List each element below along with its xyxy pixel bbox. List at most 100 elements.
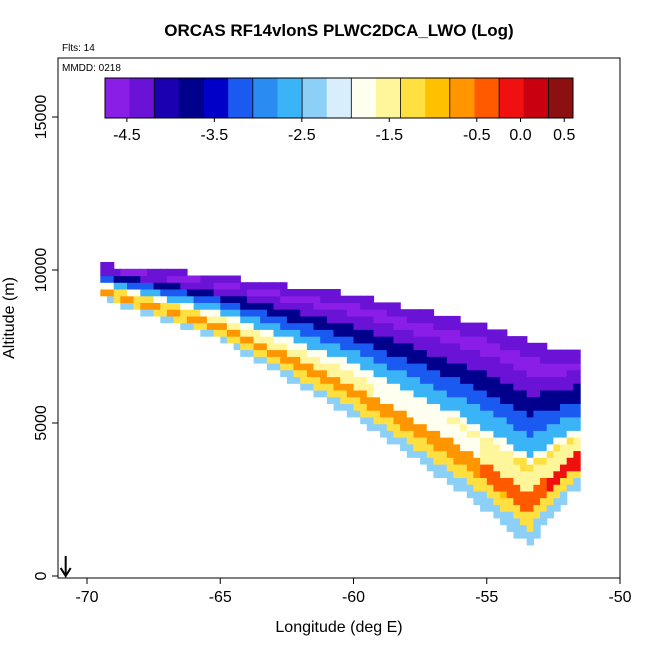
field-cell [233, 336, 241, 344]
field-cell [500, 416, 508, 425]
field-cell [473, 450, 481, 458]
field-cell [333, 289, 341, 297]
field-cell [473, 336, 481, 344]
field-cell [513, 531, 521, 539]
field-cell [306, 315, 315, 324]
field-cell [326, 322, 335, 330]
field-cell [360, 396, 368, 404]
field-cell [566, 383, 574, 391]
field-cell [573, 477, 581, 485]
field-cell [246, 315, 255, 324]
field-cell [140, 289, 148, 297]
field-cell [560, 470, 568, 478]
field-cell [566, 464, 574, 472]
field-cell [346, 376, 355, 384]
field-cell [353, 302, 361, 310]
field-cell [333, 383, 341, 391]
field-cell [453, 315, 461, 324]
field-cell [573, 349, 581, 357]
field-cell [320, 383, 328, 391]
field-cell [533, 490, 541, 499]
field-cell [493, 450, 501, 458]
field-cell [206, 322, 215, 330]
field-cell [466, 484, 475, 492]
field-cell [566, 484, 574, 492]
field-cell [500, 423, 508, 431]
field-cell [553, 437, 561, 445]
field-cell [186, 295, 195, 303]
field-cell [420, 322, 428, 330]
field-cell [513, 342, 521, 351]
field-cell [513, 450, 521, 458]
field-cell [560, 497, 568, 505]
field-cell [173, 289, 181, 297]
field-cell [266, 289, 275, 297]
field-cell [513, 356, 521, 364]
plot-frame [57, 57, 621, 579]
field-cell [393, 390, 401, 398]
field-cell [520, 470, 528, 478]
field-cell [246, 289, 255, 297]
field-cell [386, 430, 395, 438]
field-cell [520, 437, 528, 445]
field-cell [413, 430, 421, 438]
field-cell [446, 383, 455, 391]
colorbar-segment [302, 78, 328, 118]
field-cell [166, 315, 175, 324]
field-cell [506, 497, 514, 505]
field-cell [466, 410, 475, 418]
field-cell [493, 410, 501, 418]
field-cell [513, 363, 521, 371]
field-cell [400, 396, 408, 404]
field-cell [560, 383, 568, 391]
field-cell [400, 383, 408, 391]
field-cell [420, 450, 428, 458]
field-cell [433, 349, 441, 357]
field-cell [160, 289, 168, 297]
field-cell [440, 457, 448, 465]
field-cell [393, 396, 401, 404]
colorbar-segment [178, 78, 204, 118]
field-cell [520, 484, 528, 492]
field-cell [333, 363, 341, 371]
field-cell [506, 336, 514, 344]
field-cell [426, 410, 435, 418]
field-cell [466, 423, 475, 431]
field-cell [546, 349, 554, 357]
field-cell [520, 457, 528, 465]
field-cell [320, 356, 328, 364]
colorbar-segment [449, 78, 475, 118]
field-cell [466, 457, 475, 465]
field-cell [546, 403, 554, 411]
field-cell [500, 403, 508, 411]
field-cell [406, 376, 415, 384]
field-cell [460, 450, 468, 458]
field-cell [420, 403, 428, 411]
field-cell [273, 295, 281, 303]
field-cell [520, 383, 528, 391]
field-cell [540, 477, 548, 485]
field-cell [160, 302, 168, 310]
field-cell [166, 309, 175, 317]
field-cell [560, 410, 568, 418]
field-cell [326, 342, 335, 351]
field-cell [560, 437, 568, 445]
field-cell [340, 383, 348, 391]
field-cell [306, 369, 315, 378]
field-cell [300, 289, 308, 297]
field-cell [127, 275, 135, 283]
field-cell [226, 329, 235, 337]
field-cell [560, 363, 568, 371]
field-cell [566, 356, 574, 364]
field-cell [346, 390, 355, 398]
field-cell [200, 329, 208, 337]
field-cell [406, 423, 415, 431]
field-cell [440, 322, 448, 330]
field-cell [493, 423, 501, 431]
field-cell [540, 443, 548, 452]
field-cell [186, 309, 195, 317]
field-cell [513, 443, 521, 452]
field-cell [346, 322, 355, 330]
field-cell [440, 349, 448, 357]
field-cell [486, 497, 495, 505]
